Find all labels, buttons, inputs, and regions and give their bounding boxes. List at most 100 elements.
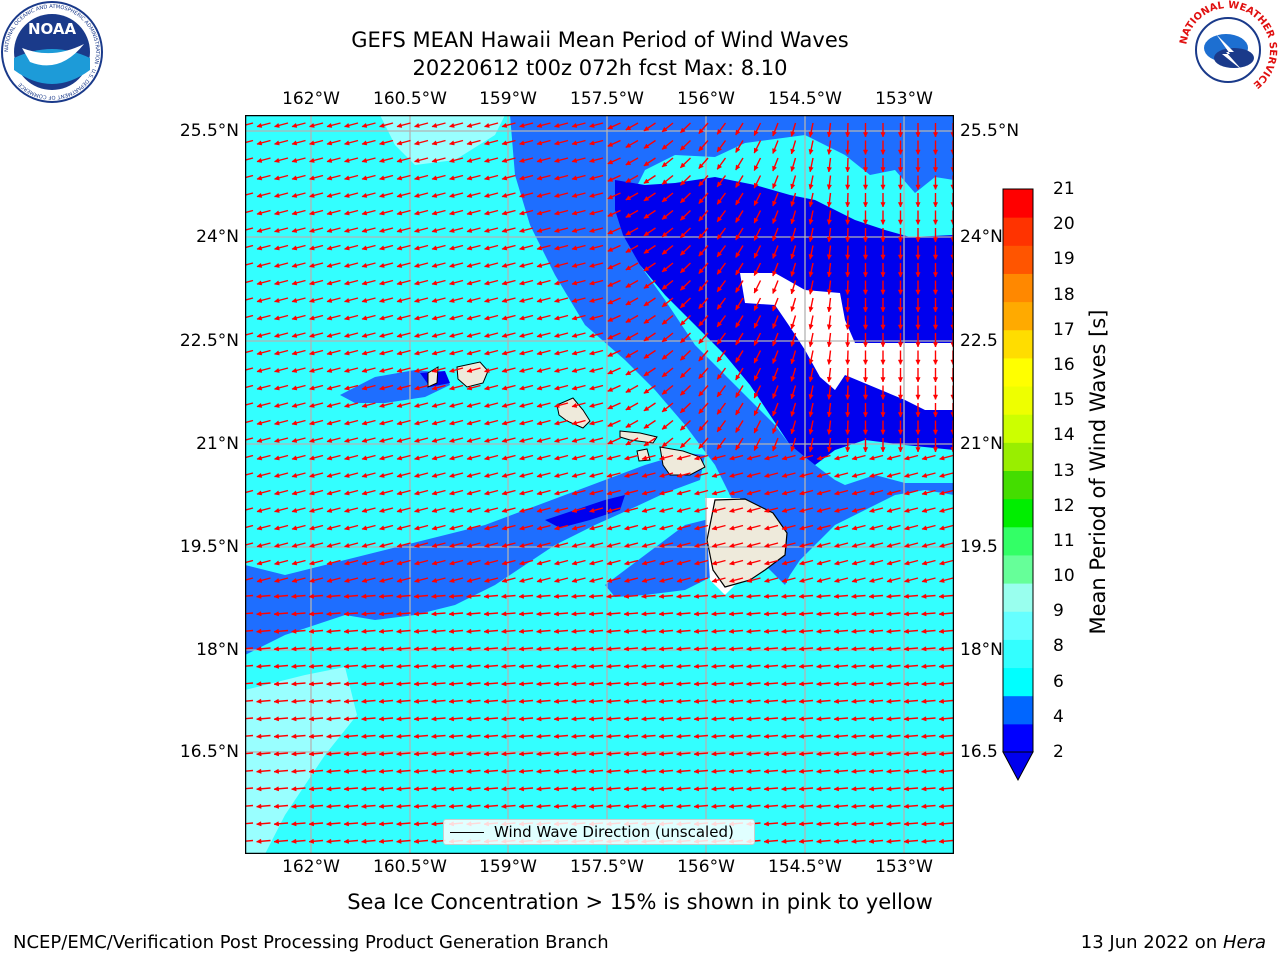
wind-arrow-head	[851, 542, 858, 548]
wind-arrow-head	[826, 219, 832, 225]
wind-arrow-head	[897, 202, 904, 208]
wind-arrow-head	[772, 130, 777, 137]
wind-arrow-head	[625, 160, 632, 166]
wind-arrow-head	[735, 392, 741, 398]
wind-arrow-head	[623, 472, 630, 478]
wind-arrow-head	[378, 245, 385, 251]
wind-arrow-head	[291, 175, 298, 181]
wind-arrow-head	[326, 437, 333, 443]
colorbar-band	[1003, 273, 1033, 303]
wind-arrow-head	[571, 315, 578, 321]
wind-arrow-head	[735, 287, 741, 293]
wind-arrow-head	[291, 420, 298, 426]
wind-arrow-head	[921, 455, 928, 461]
wind-arrow-head	[483, 402, 490, 408]
wind-arrow-head	[735, 252, 741, 258]
wind-arrow-head	[915, 377, 921, 383]
colorbar-tick: 18	[1053, 284, 1075, 305]
wind-arrow-head	[273, 367, 280, 373]
wind-arrow-head	[915, 359, 921, 366]
wind-arrow-head	[553, 490, 560, 496]
wind-arrow-head	[880, 307, 886, 313]
wind-arrow-head	[396, 227, 403, 233]
wind-arrow-head	[915, 429, 921, 436]
wind-arrow-head	[754, 445, 759, 452]
wind-arrow-head	[396, 332, 403, 338]
wind-arrow-head	[932, 149, 939, 156]
wind-arrow-head	[790, 446, 796, 452]
wind-arrow-head	[483, 420, 490, 426]
wind-arrow-head	[291, 507, 298, 513]
wind-arrow-head	[845, 394, 851, 401]
wind-arrow-head	[431, 280, 438, 286]
wind-arrow-head	[326, 402, 333, 408]
wind-arrow-head	[938, 560, 945, 566]
wind-arrow-head	[680, 197, 686, 204]
wind-arrow-head	[378, 525, 385, 531]
wind-arrow-head	[466, 332, 473, 338]
wind-arrow-head	[501, 315, 508, 321]
wind-arrow-head	[361, 455, 368, 461]
wind-arrow-head	[291, 227, 298, 233]
island-oahu	[556, 397, 591, 429]
wind-arrow-head	[661, 406, 668, 413]
wind-arrow-head	[862, 219, 869, 226]
wind-arrow-head	[571, 420, 578, 426]
wind-arrow-head	[343, 192, 350, 198]
wind-arrow-head	[361, 472, 368, 478]
lat-tick-left: 16.5°N	[179, 742, 239, 762]
wind-arrow-head	[256, 542, 263, 548]
wind-arrow-head	[571, 560, 578, 566]
wind-arrow-head	[378, 350, 385, 356]
wind-arrow-head	[290, 593, 297, 599]
wind-arrow-head	[658, 507, 665, 513]
wind-arrow-head	[716, 128, 723, 135]
wind-arrow-head	[466, 525, 473, 531]
wind-arrow-head	[378, 507, 385, 513]
wind-arrow-head	[448, 593, 455, 599]
wind-arrow-head	[536, 367, 543, 373]
wind-arrow-head	[698, 250, 704, 257]
colorbar-tick: 11	[1053, 530, 1075, 551]
wind-arrow-head	[606, 507, 613, 513]
wind-arrow-head	[680, 442, 686, 449]
wind-arrow-head	[903, 542, 910, 548]
wind-arrow-head	[623, 525, 630, 531]
wind-arrow-head	[378, 280, 385, 286]
wind-arrow-head	[746, 577, 753, 583]
wind-arrow-head	[343, 210, 350, 216]
wind-arrow-head	[466, 455, 473, 461]
wind-arrow-head	[553, 350, 560, 356]
wind-arrow-head	[553, 175, 560, 181]
wind-arrow-head	[851, 525, 858, 531]
wind-arrow-head	[816, 525, 823, 531]
wind-arrow-head	[845, 429, 851, 436]
wind-arrow-head	[483, 280, 490, 286]
wind-arrow-head	[466, 122, 473, 128]
wind-arrow-head	[343, 315, 350, 321]
wind-arrow-head	[553, 210, 560, 216]
wind-arrow-head	[571, 332, 578, 338]
wind-arrow-head	[880, 324, 886, 331]
wind-arrow-head	[661, 126, 668, 133]
colorbar-extend-triangle	[1002, 751, 1034, 782]
wind-arrow-head	[413, 280, 420, 286]
wind-arrow-head	[588, 437, 595, 443]
wind-arrow-head	[661, 179, 668, 185]
wind-arrow-head	[501, 297, 508, 303]
wind-arrow-head	[291, 280, 298, 286]
wind-arrow-head	[746, 525, 753, 531]
wind-arrow-head	[291, 297, 298, 303]
wind-arrow-head	[781, 472, 788, 478]
wind-arrow-head	[880, 149, 886, 156]
wind-arrow-head	[938, 507, 945, 513]
wind-arrow-head	[781, 560, 788, 566]
wind-arrow-head	[396, 560, 403, 566]
wind-arrow-head	[606, 490, 613, 496]
wind-arrow-head	[588, 490, 595, 496]
wind-arrow-head	[693, 577, 700, 583]
wind-arrow-head	[343, 175, 350, 181]
wind-arrow-head	[483, 122, 490, 128]
wind-arrow-head	[772, 358, 777, 365]
wind-arrow-head	[553, 593, 560, 599]
